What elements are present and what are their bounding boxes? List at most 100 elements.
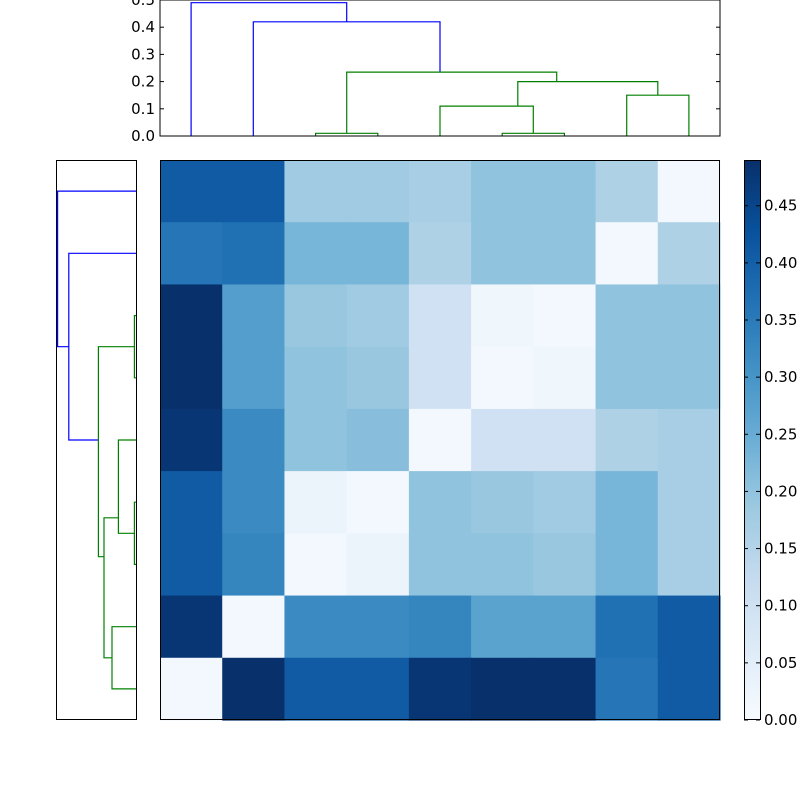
- colorbar-tick-label: 0.00: [764, 711, 797, 729]
- top-dendrogram-link: [190, 2, 348, 136]
- heatmap-cell-r7-c3: [346, 595, 410, 659]
- heatmap-cell-r0-c1: [222, 160, 286, 223]
- heatmap-cell-r8-c2: [284, 657, 348, 721]
- colorbar-tick-label: 0.20: [764, 482, 797, 500]
- left-dendrogram-link: [103, 517, 119, 659]
- heatmap-cell-r8-c7: [595, 657, 659, 721]
- top-dendrogram-link: [315, 132, 379, 136]
- heatmap-cell-r5-c6: [533, 471, 597, 534]
- heatmap-cell-r0-c4: [408, 160, 472, 223]
- heatmap-cell-r8-c0: [160, 657, 223, 721]
- left-dendrogram-frame: [56, 160, 137, 720]
- top-dendrogram-link: [517, 80, 659, 107]
- heatmap-cell-r0-c5: [471, 160, 534, 223]
- left-dendrogram-link: [68, 252, 136, 441]
- colorbar-tick-label: 0.45: [764, 197, 797, 215]
- heatmap-cell-r8-c6: [533, 657, 597, 721]
- colorbar-tick-label: 0.40: [764, 254, 797, 272]
- heatmap-cell-r0-c7: [595, 160, 659, 223]
- heatmap-cell-r2-c1: [222, 284, 286, 348]
- colorbar-tick-label: 0.05: [764, 654, 797, 672]
- left-dendrogram: [56, 190, 136, 690]
- heatmap-cell-r5-c7: [595, 471, 659, 534]
- heatmap-cell-r5-c1: [222, 471, 286, 534]
- heatmap-cell-r3-c3: [346, 346, 410, 410]
- top-dendrogram-tick-label: 0.1: [131, 100, 155, 118]
- colorbar-tick-label: 0.15: [764, 540, 797, 558]
- heatmap-frame: [160, 160, 720, 720]
- heatmap-cell-r5-c4: [408, 471, 472, 534]
- heatmap-cell-r3-c4: [408, 346, 472, 410]
- heatmap-cell-r2-c7: [595, 284, 659, 348]
- left-dendrogram-link: [111, 626, 136, 690]
- top-dendrogram-link: [501, 132, 566, 136]
- colorbar-axis: 0.00 0.05 0.10 0.15 0.20 0.25 0.30 0.35 0.40 0.45: [744, 197, 797, 729]
- heatmap-cell-r3-c6: [533, 346, 597, 410]
- left-dendrogram-link: [133, 501, 136, 566]
- top-dendrogram: [190, 2, 690, 136]
- heatmap-cell-r2-c3: [346, 284, 410, 348]
- heatmap-cell-r8-c5: [471, 657, 534, 721]
- heatmap-cell-r2-c5: [471, 284, 534, 348]
- colorbar-tick-label: 0.30: [764, 368, 797, 386]
- heatmap-cell-r8-c3: [346, 657, 410, 721]
- heatmap-cell-r5-c3: [346, 471, 410, 534]
- heatmap: [160, 160, 721, 721]
- heatmap-cell-r6-c6: [533, 533, 597, 597]
- heatmap-cell-r1-c1: [222, 222, 286, 286]
- heatmap-cell-r0-c2: [284, 160, 348, 223]
- heatmap-cell-r1-c4: [408, 222, 472, 286]
- heatmap-cell-r5-c2: [284, 471, 348, 534]
- heatmap-cell-r5-c5: [471, 471, 534, 534]
- heatmap-cell-r4-c5: [471, 408, 534, 472]
- heatmap-cell-r1-c3: [346, 222, 410, 286]
- heatmap-cell-r6-c3: [346, 533, 410, 597]
- top-dendrogram-link: [346, 71, 558, 134]
- heatmap-cell-r6-c2: [284, 533, 348, 597]
- heatmap-cell-r0-c6: [533, 160, 597, 223]
- heatmap-cell-r1-c8: [657, 222, 721, 286]
- heatmap-cell-r6-c8: [657, 533, 721, 597]
- heatmap-cell-r4-c0: [160, 408, 223, 472]
- heatmap-cell-r0-c0: [160, 160, 223, 223]
- top-dendrogram-tick-label: 0.4: [131, 18, 155, 36]
- heatmap-cell-r6-c4: [408, 533, 472, 597]
- heatmap-cell-r6-c7: [595, 533, 659, 597]
- heatmap-cell-r8-c4: [408, 657, 472, 721]
- heatmap-cell-r2-c4: [408, 284, 472, 348]
- heatmap-cell-r7-c6: [533, 595, 597, 659]
- heatmap-cell-r4-c3: [346, 408, 410, 472]
- heatmap-cell-r3-c2: [284, 346, 348, 410]
- heatmap-cell-r7-c7: [595, 595, 659, 659]
- top-dendrogram-tick-label: 0.0: [131, 127, 155, 145]
- heatmap-cell-r4-c4: [408, 408, 472, 472]
- heatmap-cell-r1-c6: [533, 222, 597, 286]
- top-dendrogram-tick-label: 0.3: [131, 45, 155, 63]
- heatmap-cell-r3-c5: [471, 346, 534, 410]
- heatmap-cell-r0-c8: [657, 160, 721, 223]
- left-dendrogram-link: [133, 315, 136, 379]
- heatmap-cell-r7-c2: [284, 595, 348, 659]
- heatmap-cell-r3-c0: [160, 346, 223, 410]
- heatmap-cell-r3-c8: [657, 346, 721, 410]
- heatmap-cell-r0-c3: [346, 160, 410, 223]
- heatmap-cell-r8-c8: [657, 657, 721, 721]
- colorbar-tick-label: 0.10: [764, 597, 797, 615]
- heatmap-cell-r5-c0: [160, 471, 223, 534]
- heatmap-cell-r4-c2: [284, 408, 348, 472]
- top-dendrogram-y-axis: 0.0 0.1 0.2 0.3 0.4 0.5: [131, 0, 720, 145]
- heatmap-cell-r1-c5: [471, 222, 534, 286]
- top-dendrogram-link: [252, 21, 441, 136]
- heatmap-cell-r7-c8: [657, 595, 721, 659]
- top-dendrogram-tick-label: 0.2: [131, 73, 155, 91]
- heatmap-cell-r3-c7: [595, 346, 659, 410]
- top-dendrogram-link: [626, 94, 690, 136]
- heatmap-cell-r1-c7: [595, 222, 659, 286]
- heatmap-cell-r2-c6: [533, 284, 597, 348]
- heatmap-cell-r1-c2: [284, 222, 348, 286]
- heatmap-cell-r7-c5: [471, 595, 534, 659]
- colorbar-tick-label: 0.35: [764, 311, 797, 329]
- heatmap-cell-r4-c1: [222, 408, 286, 472]
- left-dendrogram-link: [56, 190, 136, 348]
